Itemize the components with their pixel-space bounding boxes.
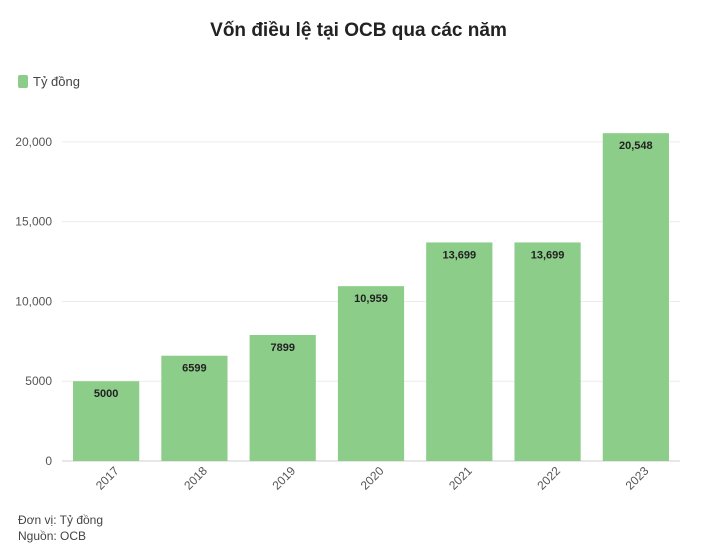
y-tick-label: 10,000 xyxy=(15,294,52,308)
x-tick-label: 2021 xyxy=(446,464,475,493)
y-tick-label: 20,000 xyxy=(15,135,52,149)
x-tick-label: 2017 xyxy=(93,464,122,493)
source-note: Nguồn: OCB xyxy=(18,529,87,543)
bar xyxy=(161,355,228,461)
y-tick-label: 5000 xyxy=(25,374,52,388)
chart-footer: Đơn vị: Tỷ đồng Nguồn: OCB xyxy=(18,512,103,544)
unit-note: Đơn vị: Tỷ đồng xyxy=(18,513,104,527)
bar xyxy=(514,242,581,461)
chart-title: Vốn điều lệ tại OCB qua các năm xyxy=(210,20,507,41)
x-tick-label: 2020 xyxy=(358,464,387,493)
bar xyxy=(426,242,493,461)
bar xyxy=(73,381,140,461)
data-label: 10,959 xyxy=(354,293,388,305)
x-tick-label: 2019 xyxy=(269,464,298,493)
data-label: 13,699 xyxy=(442,249,476,261)
bar xyxy=(602,133,669,461)
data-label: 5000 xyxy=(94,388,118,400)
legend-label: Tỷ đồng xyxy=(33,74,80,89)
data-label: 13,699 xyxy=(531,249,565,261)
x-tick-label: 2022 xyxy=(534,464,563,493)
data-label: 6599 xyxy=(182,363,206,375)
legend: Tỷ đồng xyxy=(18,74,80,89)
y-tick-label: 0 xyxy=(45,454,52,468)
data-label: 20,548 xyxy=(619,140,653,152)
legend-swatch xyxy=(18,75,28,88)
data-label: 7899 xyxy=(270,342,294,354)
x-tick-label: 2023 xyxy=(623,464,652,493)
bar xyxy=(337,286,405,461)
y-tick-label: 15,000 xyxy=(15,215,52,229)
x-tick-label: 2018 xyxy=(181,464,210,493)
bar xyxy=(249,334,316,461)
